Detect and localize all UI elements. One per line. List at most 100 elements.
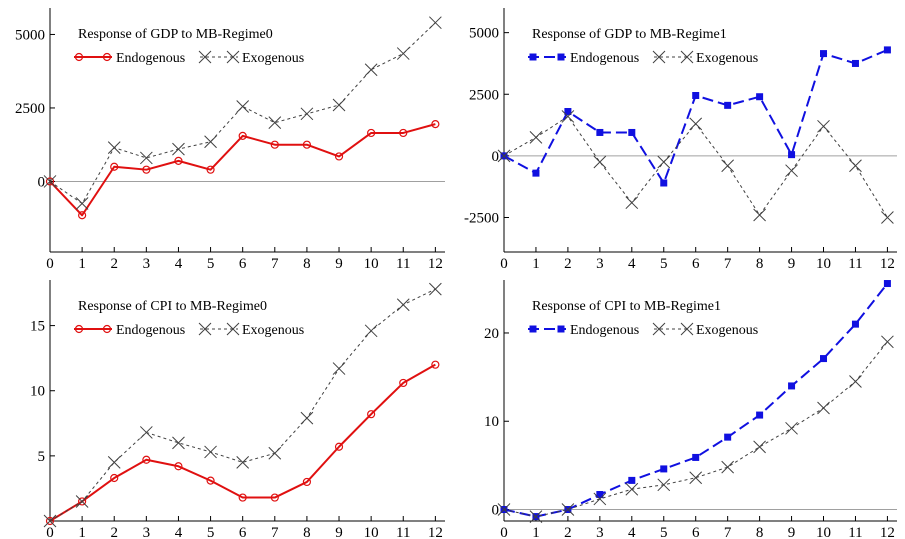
legend-label-exogenous: Exogenous (242, 323, 304, 338)
x-tick-label: 6 (239, 525, 247, 539)
legend-label-endogenous: Endogenous (570, 51, 639, 66)
legend-marker (680, 322, 694, 336)
y-tick-label: 10 (30, 384, 45, 400)
data-point-exogenous (139, 151, 153, 165)
x-tick-label: 4 (628, 256, 636, 272)
data-point-exogenous (75, 197, 89, 210)
data-point-endogenous (238, 131, 247, 140)
data-point-exogenous (107, 141, 121, 154)
series-line-endogenous (503, 282, 889, 518)
data-point-exogenous (657, 155, 671, 169)
series-line-endogenous (49, 363, 436, 522)
data-point-endogenous (142, 165, 151, 174)
data-point-exogenous (75, 495, 89, 508)
data-point-exogenous (107, 456, 121, 469)
x-tick-label: 3 (143, 256, 151, 272)
x-tick-label: 6 (692, 256, 700, 272)
x-tick-label: 10 (364, 256, 379, 272)
y-tick-label: 2500 (15, 101, 45, 117)
data-point-exogenous (364, 324, 378, 338)
data-point-endogenous (206, 476, 215, 485)
x-tick-label: 3 (596, 256, 604, 272)
x-tick-label: 2 (110, 256, 118, 272)
data-point-endogenous (238, 493, 247, 502)
data-point-endogenous (660, 465, 668, 473)
data-point-endogenous (399, 128, 408, 138)
data-point-endogenous (367, 410, 376, 419)
data-point-exogenous (721, 159, 735, 173)
x-tick-label: 9 (335, 256, 343, 272)
data-point-endogenous (399, 378, 408, 388)
x-tick-label: 9 (788, 256, 796, 272)
data-point-exogenous (881, 211, 894, 224)
x-tick-label: 5 (207, 525, 215, 539)
chart-title: Response of CPI to MB-Regime0 (78, 299, 267, 314)
x-tick-label: 11 (848, 256, 862, 272)
data-point-endogenous (110, 162, 119, 171)
data-point-exogenous (657, 478, 671, 492)
x-tick-label: 8 (756, 256, 764, 272)
data-point-endogenous (206, 165, 215, 174)
x-tick-label: 4 (628, 525, 636, 539)
data-point-exogenous (625, 196, 639, 210)
data-point-exogenous (236, 456, 250, 469)
data-point-endogenous (334, 442, 344, 451)
data-point-endogenous (788, 382, 796, 390)
data-point-endogenous (820, 50, 828, 58)
legend-label-exogenous: Exogenous (696, 323, 758, 338)
x-tick-label: 0 (46, 525, 54, 539)
data-point-exogenous (332, 98, 346, 112)
x-tick-label: 11 (848, 525, 862, 539)
x-tick-label: 7 (724, 256, 732, 272)
legend-label-endogenous: Endogenous (116, 51, 185, 66)
data-point-endogenous (851, 59, 859, 67)
x-tick-label: 3 (596, 525, 604, 539)
y-tick-label: 5 (38, 449, 46, 465)
data-point-exogenous (785, 164, 798, 178)
legend-marker (557, 53, 565, 61)
x-tick-label: 8 (303, 256, 311, 272)
x-tick-label: 11 (396, 525, 410, 539)
data-point-exogenous (689, 117, 703, 131)
y-tick-label: 2500 (469, 87, 499, 103)
data-point-exogenous (429, 282, 442, 296)
x-tick-label: 2 (564, 256, 572, 272)
x-tick-label: 12 (880, 256, 895, 272)
data-point-exogenous (497, 503, 511, 516)
data-point-endogenous (724, 433, 732, 441)
data-point-endogenous (431, 360, 440, 369)
data-point-endogenous (756, 411, 764, 419)
data-point-exogenous (204, 135, 217, 149)
series-line-exogenous (503, 341, 888, 518)
data-point-exogenous (429, 16, 442, 30)
data-point-exogenous (364, 63, 378, 77)
chart-title: Response of CPI to MB-Regime1 (532, 299, 721, 314)
data-point-endogenous (596, 128, 604, 136)
data-point-endogenous (820, 355, 828, 363)
legend-marker (557, 325, 565, 333)
legend-marker (74, 52, 84, 62)
data-point-endogenous (270, 493, 279, 502)
data-point-endogenous (660, 179, 668, 187)
x-tick-label: 1 (78, 525, 86, 539)
x-tick-label: 6 (239, 256, 247, 272)
x-tick-label: 7 (271, 525, 279, 539)
x-tick-label: 4 (175, 256, 183, 272)
x-tick-label: 4 (175, 525, 183, 539)
legend-label-endogenous: Endogenous (116, 323, 185, 338)
data-point-endogenous (756, 93, 764, 101)
data-point-endogenous (883, 46, 891, 54)
series-line-endogenous (49, 123, 436, 217)
data-point-endogenous (564, 108, 572, 116)
data-point-exogenous (139, 426, 153, 439)
x-tick-label: 5 (660, 525, 668, 539)
data-point-endogenous (334, 152, 344, 161)
y-tick-label: 0 (492, 149, 500, 165)
data-point-endogenous (174, 462, 183, 471)
legend-marker (74, 324, 84, 334)
y-tick-label: 0 (38, 174, 46, 190)
y-tick-label: 10 (484, 414, 499, 430)
